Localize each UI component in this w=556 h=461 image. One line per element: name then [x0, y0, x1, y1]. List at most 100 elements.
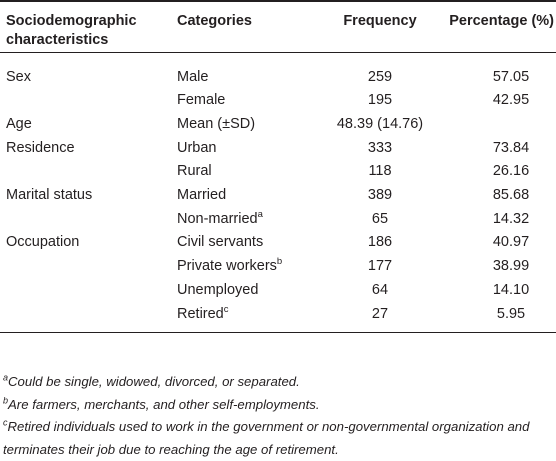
frequency-cell: 195	[316, 89, 430, 113]
table-row: Marital status Married 389 85.68	[0, 184, 556, 208]
category-cell: Married	[177, 184, 316, 208]
category-cell-text: Urban	[177, 139, 217, 156]
characteristic-cell: Marital status	[0, 184, 177, 208]
category-cell: Mean (±SD)	[177, 113, 316, 137]
percentage-cell: 57.05	[430, 52, 556, 89]
percentage-cell: 40.97	[430, 231, 556, 255]
characteristic-cell	[0, 279, 177, 303]
percentage-cell-text: 40.97	[492, 234, 530, 251]
percentage-cell-text: 57.05	[492, 68, 530, 85]
percentage-cell: 14.32	[430, 208, 556, 232]
category-cell-text: Private workers	[177, 258, 277, 275]
footnote-marker: b	[276, 256, 283, 268]
frequency-cell: 118	[316, 160, 430, 184]
frequency-cell-text: 65	[371, 210, 389, 227]
frequency-cell-text: 64	[371, 281, 389, 298]
percentage-cell: 85.68	[430, 184, 556, 208]
characteristic-cell-text: Residence	[6, 139, 75, 156]
frequency-cell: 389	[316, 184, 430, 208]
category-cell: Unemployed	[177, 279, 316, 303]
table-footnotes: aCould be single, widowed, divorced, or …	[3, 371, 555, 461]
frequency-cell: 259	[316, 52, 430, 89]
category-cell: Civil servants	[177, 231, 316, 255]
frequency-cell-text: 195	[367, 92, 393, 109]
characteristic-cell: Occupation	[0, 231, 177, 255]
characteristic-cell	[0, 208, 177, 232]
percentage-cell: 73.84	[430, 137, 556, 161]
percentage-cell: 14.10	[430, 279, 556, 303]
category-cell: Non-marrieda	[177, 208, 316, 232]
percentage-cell: 38.99	[430, 255, 556, 279]
table-row: Private workersb 177 38.99	[0, 255, 556, 279]
frequency-cell-text: 259	[367, 68, 393, 85]
header-characteristics-line1: Sociodemographic	[6, 13, 137, 29]
category-cell-text: Mean (±SD)	[177, 115, 256, 132]
category-cell-text: Female	[177, 92, 226, 109]
table-row: Unemployed 64 14.10	[0, 279, 556, 303]
category-cell-text: Non-married	[177, 210, 258, 227]
footnote-text: Retired individuals used to work in the …	[3, 419, 530, 457]
table-row: Age Mean (±SD) 48.39 (14.76)	[0, 113, 556, 137]
frequency-cell: 186	[316, 231, 430, 255]
header-categories: Categories	[177, 0, 316, 53]
percentage-cell: 26.16	[430, 160, 556, 184]
category-cell: Private workersb	[177, 255, 316, 279]
characteristic-cell	[0, 302, 177, 334]
characteristic-cell: Age	[0, 113, 177, 137]
footnote: bAre farmers, merchants, and other self-…	[3, 394, 555, 417]
characteristic-cell-text: Occupation	[6, 234, 80, 251]
category-cell-text: Unemployed	[177, 281, 259, 298]
frequency-cell: 27	[316, 302, 430, 334]
percentage-cell-text: 73.84	[492, 139, 530, 156]
frequency-cell: 48.39 (14.76)	[316, 113, 430, 137]
footnote: aCould be single, widowed, divorced, or …	[3, 371, 555, 394]
percentage-cell-text: 14.32	[492, 210, 530, 227]
frequency-cell-text: 177	[367, 258, 393, 275]
characteristic-cell	[0, 255, 177, 279]
frequency-cell: 177	[316, 255, 430, 279]
frequency-cell: 64	[316, 279, 430, 303]
frequency-cell-text: 186	[367, 234, 393, 251]
table-body: Sex Male 259 57.05 Female 195 42.95 Age Mean (±S…	[0, 52, 556, 334]
characteristic-cell-text: Age	[6, 115, 32, 132]
characteristic-cell-text: Sex	[6, 68, 31, 85]
table-row: Non-marrieda 65 14.32	[0, 208, 556, 232]
sociodemographic-table: Sociodemographic characteristics Categor…	[0, 0, 556, 334]
category-cell-text: Married	[177, 187, 227, 204]
header-percentage: Percentage (%)	[430, 0, 556, 53]
frequency-cell: 333	[316, 137, 430, 161]
table-row: Retiredc 27 5.95	[0, 302, 556, 334]
category-cell-text: Male	[177, 68, 209, 85]
category-cell: Retiredc	[177, 302, 316, 334]
footnote-marker: c	[223, 303, 229, 315]
category-cell-text: Civil servants	[177, 234, 264, 251]
percentage-cell: 5.95	[430, 302, 556, 334]
percentage-cell-text: 85.68	[492, 187, 530, 204]
percentage-cell-text: 5.95	[496, 305, 526, 322]
frequency-cell: 65	[316, 208, 430, 232]
category-cell: Male	[177, 52, 316, 89]
table-row: Occupation Civil servants 186 40.97	[0, 231, 556, 255]
characteristic-cell	[0, 89, 177, 113]
header-characteristics: Sociodemographic characteristics	[0, 0, 177, 53]
footnote: cRetired individuals used to work in the…	[3, 416, 555, 461]
footnote-text: Could be single, widowed, divorced, or s…	[8, 374, 300, 389]
characteristic-cell-text: Marital status	[6, 187, 93, 204]
table-row: Female 195 42.95	[0, 89, 556, 113]
frequency-cell-text: 48.39 (14.76)	[336, 115, 424, 132]
table-row: Residence Urban 333 73.84	[0, 137, 556, 161]
percentage-cell-text: 26.16	[492, 163, 530, 180]
frequency-cell-text: 389	[367, 187, 393, 204]
characteristic-cell	[0, 160, 177, 184]
table-row: Rural 118 26.16	[0, 160, 556, 184]
header-frequency: Frequency	[316, 0, 430, 53]
category-cell: Female	[177, 89, 316, 113]
category-cell: Rural	[177, 160, 316, 184]
frequency-cell-text: 333	[367, 139, 393, 156]
percentage-cell-text: 42.95	[492, 92, 530, 109]
header-characteristics-line2: characteristics	[6, 32, 109, 48]
percentage-cell	[430, 113, 556, 137]
percentage-cell-text: 38.99	[492, 258, 530, 275]
frequency-cell-text: 27	[371, 305, 389, 322]
